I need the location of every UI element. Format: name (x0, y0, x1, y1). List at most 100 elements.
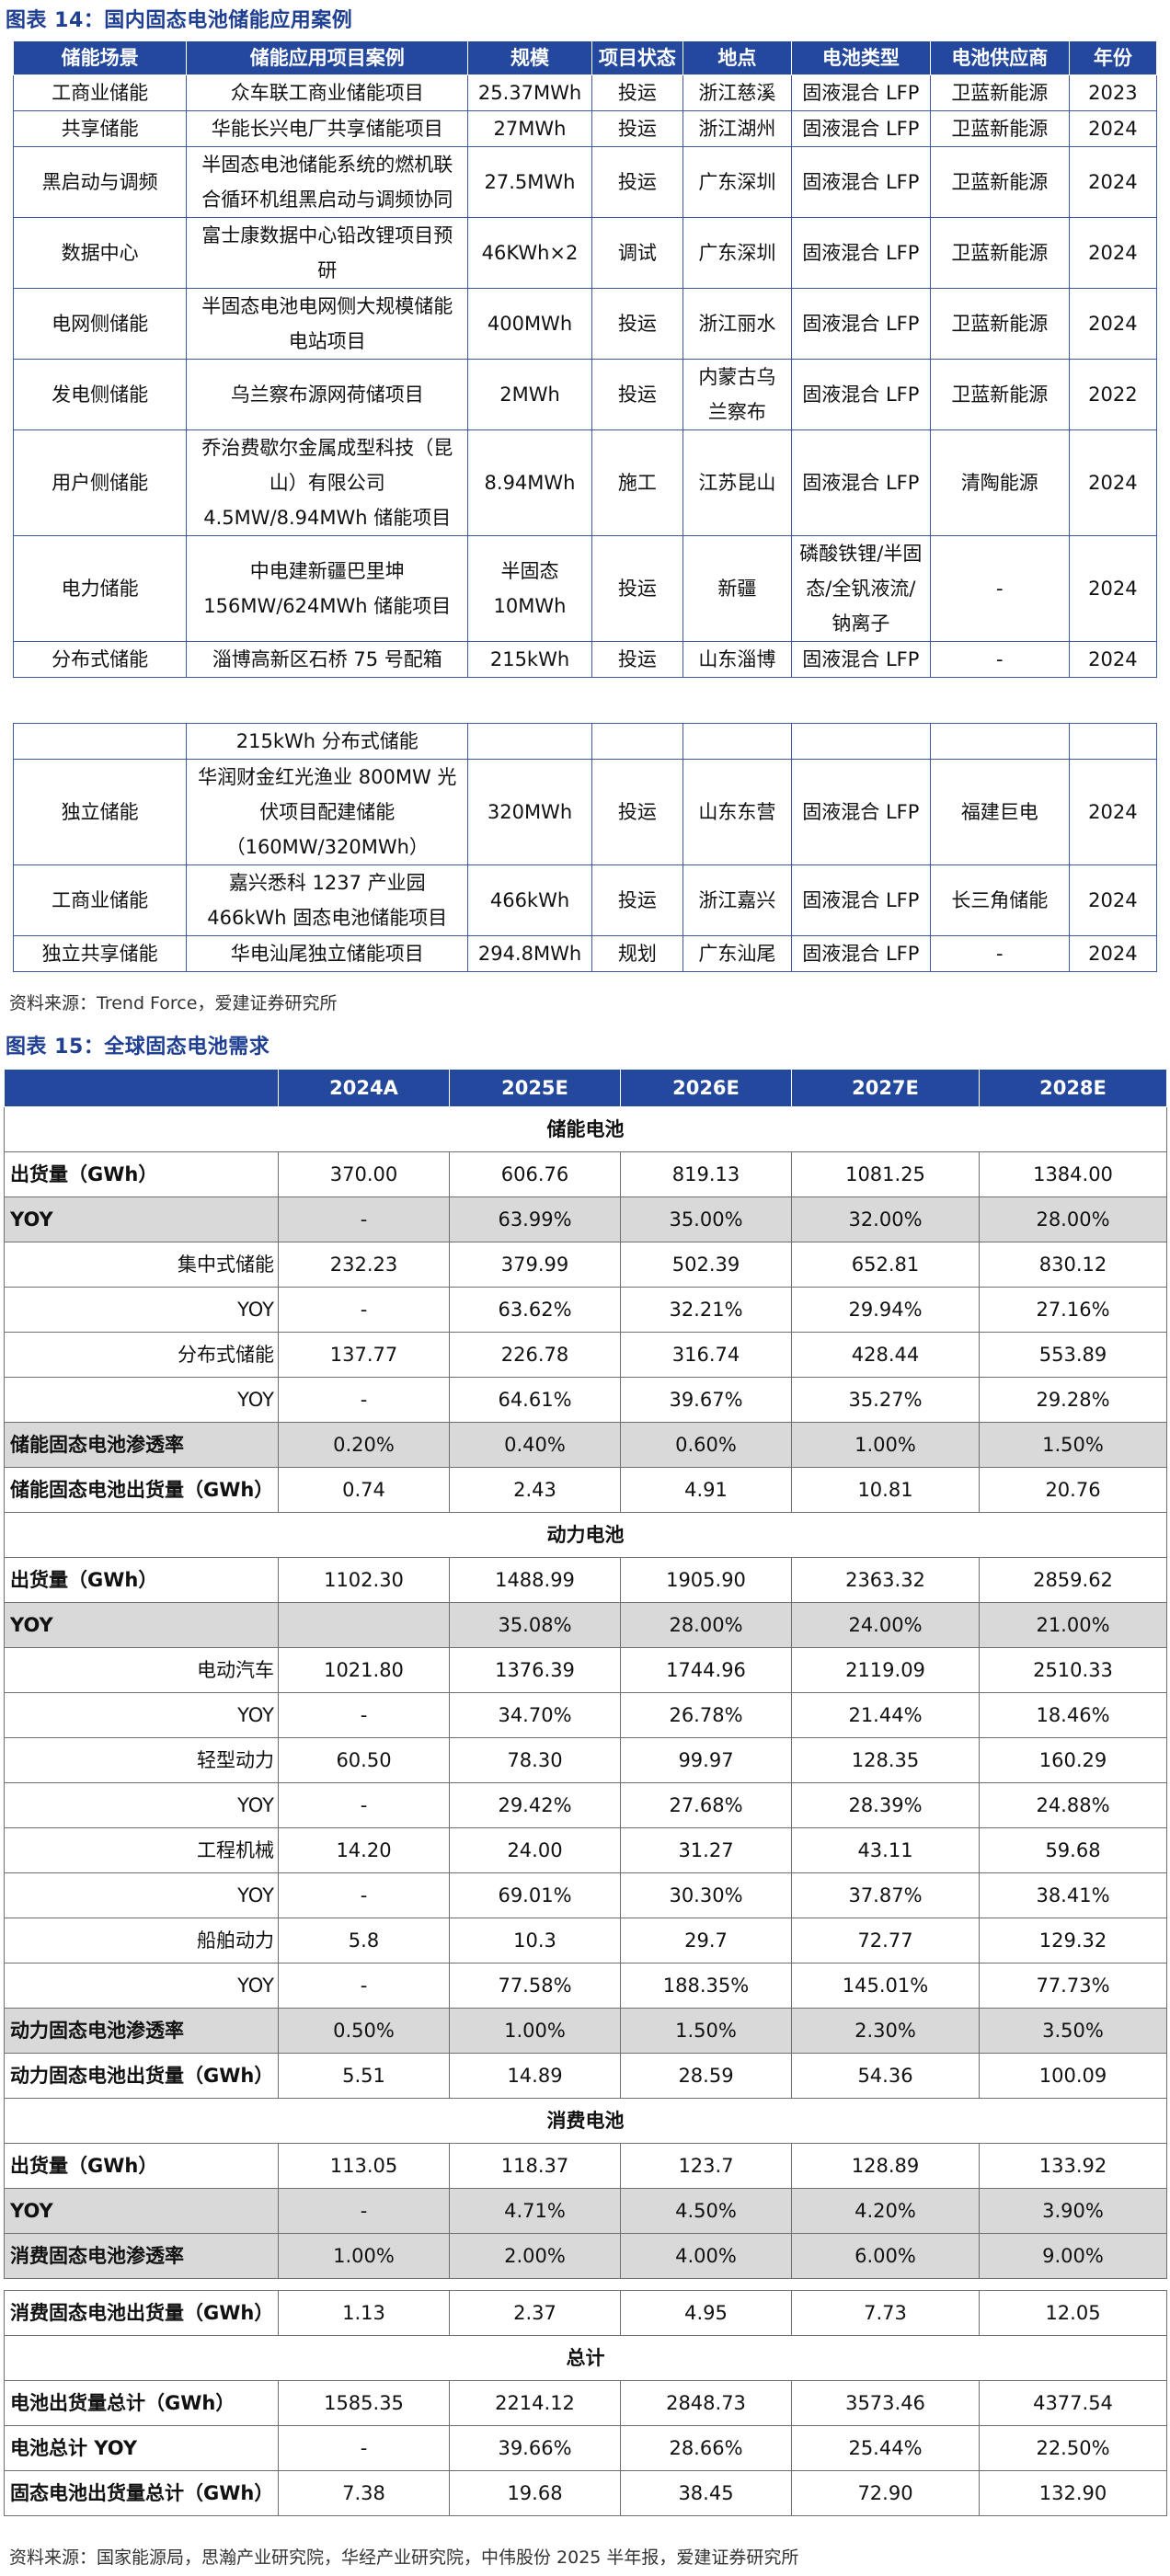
table-cell: 投运 (591, 535, 683, 642)
value-cell: 1905.90 (620, 1557, 792, 1603)
value-cell: 34.70% (449, 1692, 621, 1738)
table-cell: 山东东营 (682, 759, 792, 865)
row-label: YOY (4, 1963, 279, 2009)
value-cell: 12.05 (979, 2290, 1167, 2336)
table-cell: 2024 (1068, 146, 1158, 218)
value-cell: 30.30% (620, 1872, 792, 1918)
table-row: 电力储能 中电建新疆巴里坤 156MW/624MWh 储能项目 半固态 10MWh 投… (12, 535, 1158, 642)
table-cell: 固液混合 LFP (790, 74, 931, 111)
table-cell: 分布式储能 (12, 641, 188, 678)
value-cell: 188.35% (620, 1963, 792, 2009)
table-cell: 卫蓝新能源 (929, 146, 1070, 218)
table-cell: - (929, 935, 1070, 972)
value-cell: 100.09 (979, 2053, 1167, 2099)
figure-14-title: 图表 14：国内固态电池储能应用案例 (6, 9, 353, 32)
value-cell: 145.01% (791, 1963, 980, 2009)
table-row-continued: 215kWh 分布式储能 (12, 723, 1158, 760)
table-row: YOY -64.61% 39.67% 35.27% 29.28% (4, 1377, 1167, 1423)
table-cell: - (929, 535, 1070, 642)
empty-cell (1068, 723, 1158, 760)
row-label: 分布式储能 (4, 1332, 279, 1378)
value-cell: 2214.12 (449, 2380, 621, 2426)
table-cell: 长三角储能 (929, 864, 1070, 936)
value-cell: 123.7 (620, 2143, 792, 2189)
table-cell: 富士康数据中心铅改锂项目预研 (186, 217, 469, 289)
table-cell: 投运 (591, 110, 683, 147)
value-cell: 133.92 (979, 2143, 1167, 2189)
table-row: 用户侧储能 乔治费歇尔金属成型科技（昆山）有限公司 4.5MW/8.94MWh 储… (12, 429, 1158, 536)
section-row: 消费电池 (4, 2098, 1167, 2144)
table-row: 储能固态电池出货量（GWh） 0.74 2.43 4.91 10.81 20.76 (4, 1467, 1167, 1513)
table-row: 独立储能 华润财金红光渔业 800MW 光伏项目配建储能（160MW/320MWh… (12, 759, 1158, 865)
table-cell: 调试 (591, 217, 683, 289)
table-cell: 2024 (1068, 217, 1158, 289)
table-cell: 卫蓝新能源 (929, 288, 1070, 360)
value-cell: 132.90 (979, 2470, 1167, 2516)
value-cell: 64.61% (449, 1377, 621, 1423)
table-row: 出货量（GWh） 1102.30 1488.99 1905.90 2363.32 2859… (4, 1557, 1167, 1603)
row-label: YOY (4, 2188, 279, 2234)
value-cell: 14.89 (449, 2053, 621, 2099)
figure-15-title: 图表 15：全球固态电池需求 (6, 1036, 270, 1059)
value-cell: 24.00 (449, 1827, 621, 1873)
table-cell: 广东深圳 (682, 217, 792, 289)
row-label: YOY (4, 1602, 279, 1648)
section-title: 总计 (4, 2335, 1167, 2381)
value-cell: 232.23 (278, 1242, 450, 1288)
value-cell: 2848.73 (620, 2380, 792, 2426)
value-cell: 26.78% (620, 1692, 792, 1738)
value-cell: 35.08% (449, 1602, 621, 1648)
value-cell: 1.00% (449, 2008, 621, 2054)
column-header: 电池类型 (790, 40, 931, 75)
value-cell: 379.99 (449, 1242, 621, 1288)
table-cell: 固液混合 LFP (790, 110, 931, 147)
table-cell: 25.37MWh (467, 74, 592, 111)
value-cell (620, 2278, 792, 2291)
value-cell: - (278, 1196, 450, 1242)
value-cell: 3573.46 (791, 2380, 980, 2426)
value-cell: 128.35 (791, 1737, 980, 1783)
value-cell: 32.21% (620, 1287, 792, 1333)
table-row: 发电侧储能 乌兰察布源网荷储项目 2MWh 投运 内蒙古乌兰察布 固液混合 LFP 卫蓝新能… (12, 359, 1158, 430)
table-cell: 施工 (591, 429, 683, 536)
table-cell: 清陶能源 (929, 429, 1070, 536)
table-cell: 卫蓝新能源 (929, 217, 1070, 289)
row-label: 船舶动力 (4, 1918, 279, 1963)
row-label: YOY (4, 1872, 279, 1918)
table-row: 电动汽车 1021.80 1376.39 1744.96 2119.09 2510.33 (4, 1647, 1167, 1693)
value-cell: 32.00% (791, 1196, 980, 1242)
value-cell: 2.37 (449, 2290, 621, 2336)
column-header: 储能场景 (12, 40, 188, 75)
value-cell: 35.00% (620, 1196, 792, 1242)
value-cell: 28.00% (979, 1196, 1167, 1242)
value-cell: 4.71% (449, 2188, 621, 2234)
empty-cell (929, 723, 1070, 760)
value-cell: 4.91 (620, 1467, 792, 1513)
table-row: 电池总计 YOY -39.66% 28.66% 25.44% 22.50% (4, 2425, 1167, 2471)
row-label: YOY (4, 1782, 279, 1828)
table-cell: 内蒙古乌兰察布 (682, 359, 792, 430)
table-cell: 共享储能 (12, 110, 188, 147)
row-label: 集中式储能 (4, 1242, 279, 1288)
value-cell: 24.00% (791, 1602, 980, 1648)
table-cell: 浙江嘉兴 (682, 864, 792, 936)
empty-cell (682, 723, 792, 760)
table-row: YOY -69.01% 30.30% 37.87% 38.41% (4, 1872, 1167, 1918)
value-cell: 7.73 (791, 2290, 980, 2336)
row-label: YOY (4, 1287, 279, 1333)
value-cell: 18.46% (979, 1692, 1167, 1738)
section-title: 动力电池 (4, 1512, 1167, 1558)
value-cell: 0.50% (278, 2008, 450, 2054)
value-cell (791, 2278, 980, 2291)
table-cell: 2024 (1068, 935, 1158, 972)
value-cell: 118.37 (449, 2143, 621, 2189)
value-cell: 0.40% (449, 1422, 621, 1468)
table-row: 出货量（GWh） 370.00 606.76 819.13 1081.25 1384.00 (4, 1151, 1167, 1197)
table-cell: 固液混合 LFP (790, 759, 931, 865)
table-row: 出货量（GWh） 113.05 118.37 123.7 128.89 133.92 (4, 2143, 1167, 2189)
table-figure-14: 储能场景 储能应用项目案例 规模 项目状态 地点 电池类型 电池供应商 年份 工商业储能 众车联… (12, 40, 1158, 678)
value-cell: 27.68% (620, 1782, 792, 1828)
table-row: 轻型动力 60.50 78.30 99.97 128.35 160.29 (4, 1737, 1167, 1783)
table-cell: 中电建新疆巴里坤 156MW/624MWh 储能项目 (186, 535, 469, 642)
table-cell: 215kWh 分布式储能 (186, 723, 469, 760)
